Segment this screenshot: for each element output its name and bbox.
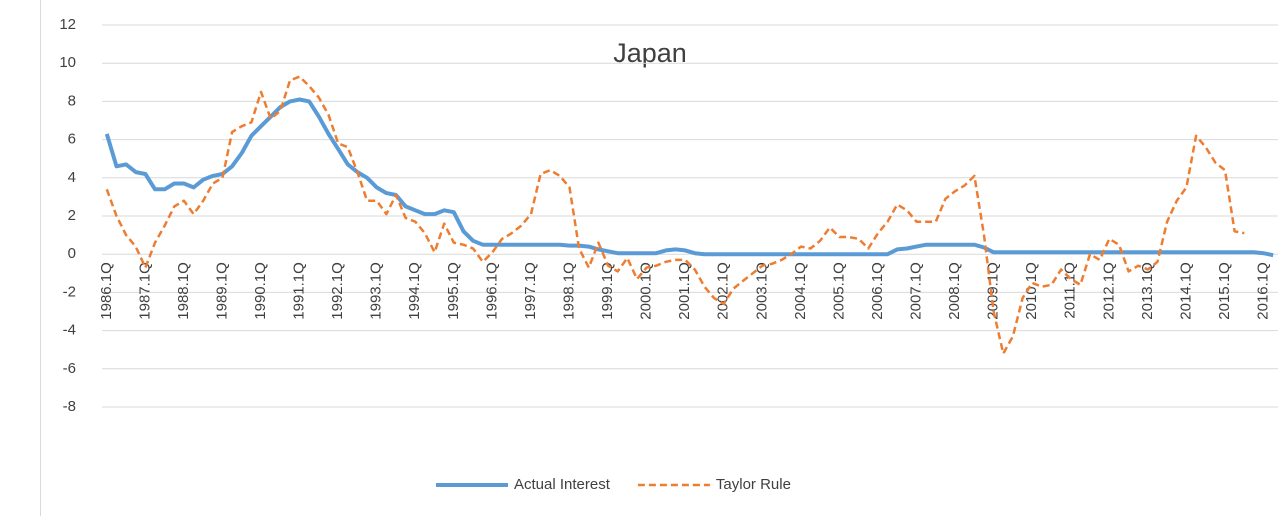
legend-label: Actual Interest [514, 476, 611, 493]
y-tick-label: 12 [59, 16, 76, 33]
legend-label: Taylor Rule [716, 476, 791, 493]
y-tick-label: -4 [63, 322, 76, 339]
x-tick-label: 2010.1Q [1023, 262, 1040, 320]
x-tick-label: 2004.1Q [792, 262, 809, 320]
x-tick-label: 1999.1Q [599, 262, 616, 320]
y-tick-label: 6 [68, 131, 76, 148]
x-tick-label: 1997.1Q [522, 262, 539, 320]
y-tick-label: -8 [63, 398, 76, 415]
x-tick-label: 2011.1Q [1062, 262, 1079, 318]
x-tick-label: 1990.1Q [252, 262, 269, 320]
x-tick-label: 1991.1Q [291, 262, 308, 320]
x-tick-label: 2008.1Q [946, 262, 963, 320]
y-tick-label: 2 [68, 207, 76, 224]
x-tick-label: 2005.1Q [830, 262, 847, 320]
x-tick-label: 1994.1Q [406, 262, 423, 320]
x-tick-label: 1989.1Q [213, 262, 230, 320]
x-tick-label: 1988.1Q [175, 262, 192, 320]
x-tick-label: 2007.1Q [907, 262, 924, 320]
y-tick-label: 10 [59, 54, 76, 71]
series-line [104, 97, 1274, 258]
series-line [105, 75, 1245, 355]
x-tick-label: 2002.1Q [715, 262, 732, 320]
x-tick-label: 2012.1Q [1100, 262, 1117, 320]
y-tick-label: 8 [68, 92, 76, 109]
x-tick-label: 1992.1Q [329, 262, 346, 320]
x-tick-label: 2016.1Q [1255, 262, 1272, 320]
x-tick-label: 1993.1Q [368, 262, 385, 320]
y-tick-label: 4 [68, 169, 76, 186]
y-tick-label: 0 [68, 245, 76, 262]
x-tick-label: 2013.1Q [1139, 262, 1156, 320]
x-tick-label: 1995.1Q [445, 262, 462, 320]
x-tick-label: 2006.1Q [869, 262, 886, 320]
x-tick-label: 2014.1Q [1177, 262, 1194, 320]
x-tick-label: 2015.1Q [1216, 262, 1233, 320]
x-tick-label: 1987.1Q [136, 262, 153, 320]
y-tick-label: -2 [63, 283, 76, 300]
x-tick-label: 1996.1Q [483, 262, 500, 320]
x-tick-label: 1998.1Q [560, 262, 577, 320]
x-tick-label: 2001.1Q [676, 262, 693, 320]
x-tick-label: 2000.1Q [638, 262, 655, 320]
y-tick-label: -6 [63, 360, 76, 377]
x-tick-label: 2009.1Q [985, 262, 1002, 320]
x-tick-label: 1986.1Q [98, 262, 115, 320]
x-tick-label: 2003.1Q [753, 262, 770, 320]
